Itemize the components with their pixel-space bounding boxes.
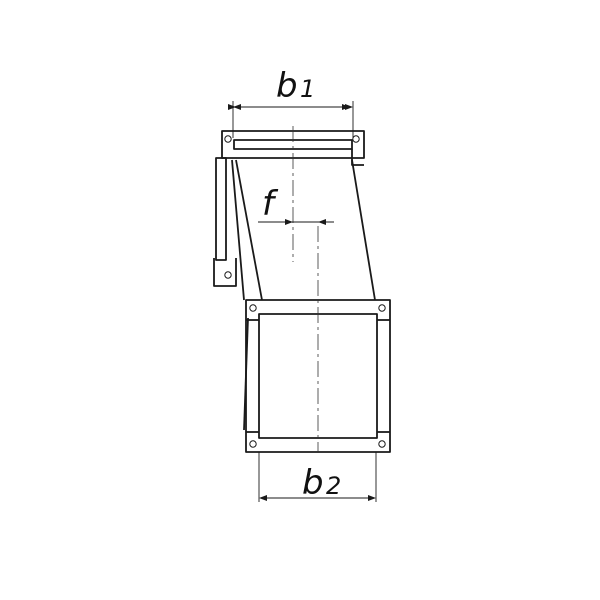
b2-label: b (302, 463, 324, 503)
dimension-f: f (258, 184, 334, 225)
b2-subscript: 2 (326, 472, 341, 500)
offset-transition (231, 159, 376, 431)
bolt-hole (352, 135, 360, 143)
bolt-hole (249, 304, 257, 312)
f-label: f (262, 184, 279, 224)
bolt-hole (224, 271, 232, 279)
b1-subscript: 1 (300, 75, 315, 103)
bolt-hole (224, 135, 232, 143)
dimension-b1: b 1 (228, 66, 354, 138)
bolt-hole (249, 440, 257, 448)
bolt-hole (378, 304, 386, 312)
bolt-hole (378, 440, 386, 448)
b1-label: b (276, 66, 298, 106)
centerlines (292, 126, 319, 452)
dimension-b2: b 2 (258, 452, 377, 503)
